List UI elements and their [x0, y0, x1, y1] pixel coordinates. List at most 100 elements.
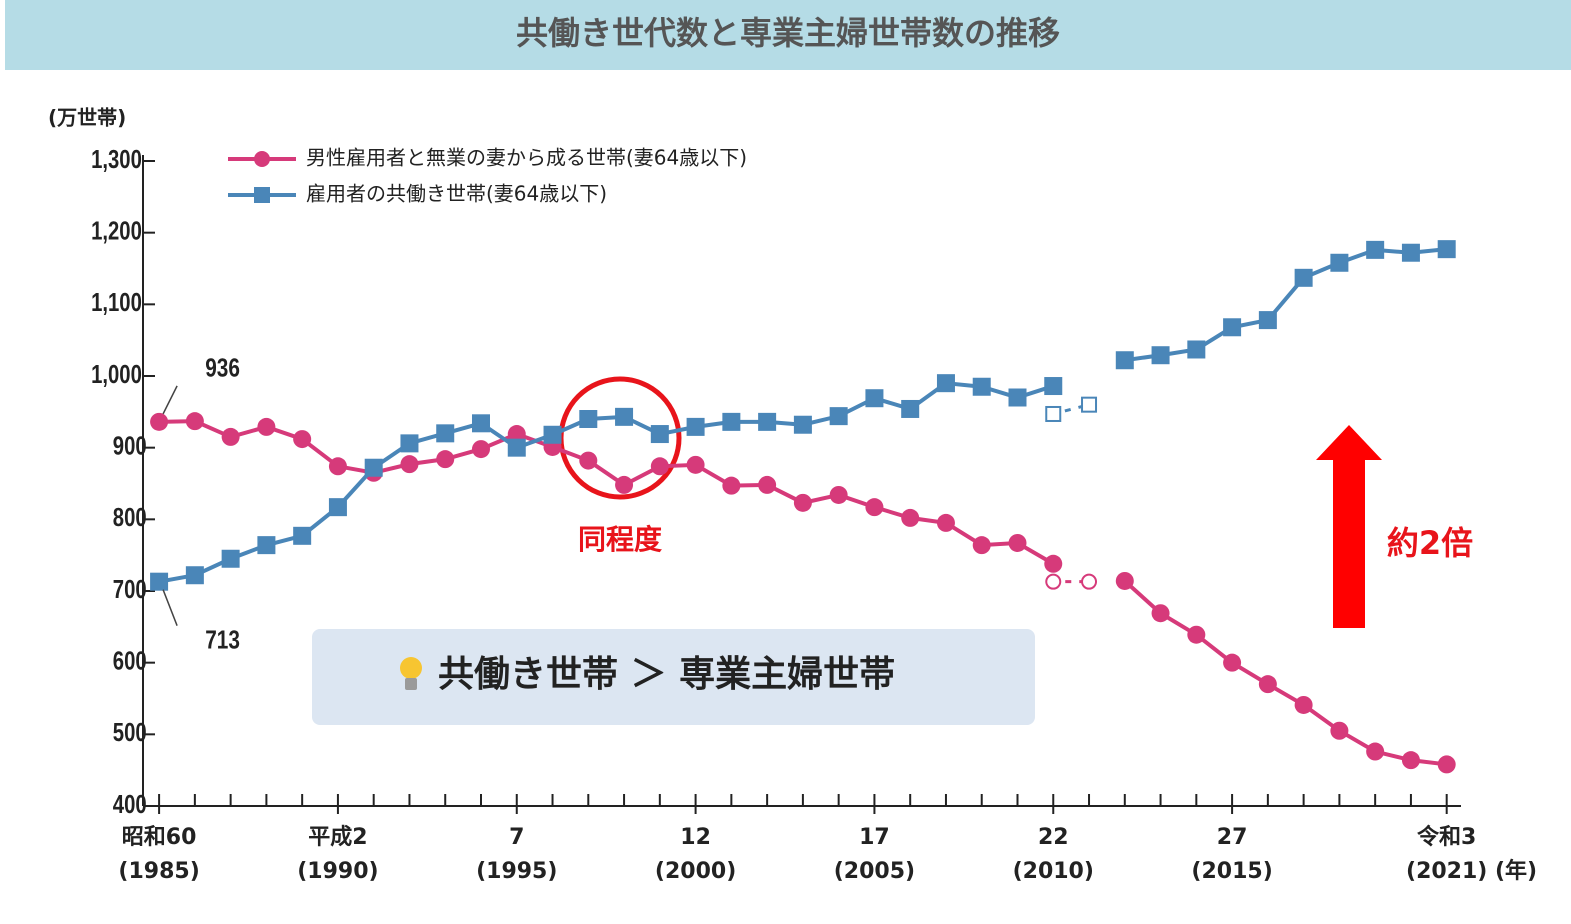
point: [936, 513, 955, 532]
point: [293, 526, 312, 545]
point: [901, 508, 920, 527]
point: [400, 434, 419, 453]
point: [686, 417, 705, 436]
point: [221, 549, 240, 568]
point: [471, 414, 490, 433]
x-tick-label: 12: [680, 825, 711, 850]
y-tick-label: 1,000: [91, 359, 142, 388]
x-tick-sublabel: (2021): [1406, 859, 1487, 884]
point: [1187, 340, 1206, 359]
data-label: 713: [205, 625, 240, 654]
point: [758, 412, 777, 431]
point: [615, 407, 634, 426]
point: [543, 425, 562, 444]
point: [1187, 625, 1206, 644]
point: [364, 458, 383, 477]
x-tick-sublabel: (1985): [118, 859, 199, 884]
x-tick-label: 7: [509, 825, 524, 850]
point: [865, 389, 884, 408]
point: [257, 417, 276, 436]
point: [650, 425, 669, 444]
point: [579, 410, 598, 428]
chart-title: 共働き世代数と専業主婦世帯数の推移: [516, 14, 1060, 52]
point: [1044, 377, 1063, 396]
point: [793, 415, 812, 434]
y-tick-label: 500: [113, 718, 147, 747]
title-banner: [5, 0, 1571, 70]
y-tick-label: 700: [113, 574, 147, 603]
point: [507, 425, 526, 444]
x-tick-sublabel: (2000): [655, 859, 736, 884]
point: [293, 430, 312, 449]
point: [829, 407, 848, 426]
x-tick-label: 昭和60: [122, 825, 197, 850]
point: [972, 536, 991, 555]
point: [1294, 695, 1313, 714]
y-tick-label: 1,300: [91, 144, 142, 173]
label-leader: [162, 589, 178, 626]
point: [1151, 604, 1170, 623]
y-tick-label: 400: [113, 789, 147, 818]
x-tick-sublabel: (1995): [476, 859, 557, 884]
point: [257, 536, 276, 555]
point: [1294, 268, 1313, 287]
legend-marker: [254, 151, 270, 167]
x-tick-sublabel: (2010): [1013, 859, 1094, 884]
x-tick-label: 17: [859, 825, 890, 850]
x-tick-label: 平成2: [308, 825, 367, 850]
x-axis-unit: (年): [1495, 858, 1537, 884]
point: [1258, 675, 1277, 694]
point: [328, 457, 347, 476]
point: [686, 455, 705, 474]
x-tick-sublabel: (1990): [297, 859, 378, 884]
point: [650, 457, 669, 476]
y-tick-label: 600: [113, 646, 147, 675]
point: [1008, 388, 1027, 407]
y-axis-label: (万世帯): [48, 106, 126, 130]
data-label: 936: [205, 354, 240, 383]
point: [1401, 751, 1420, 770]
point: [436, 424, 455, 443]
point: [1008, 533, 1027, 552]
point: [865, 498, 884, 517]
point: [722, 412, 741, 431]
point: [1401, 243, 1420, 262]
point: [936, 374, 955, 393]
point: [328, 498, 347, 517]
x-tick-sublabel: (2005): [834, 859, 915, 884]
point: [400, 455, 419, 474]
point: [793, 493, 812, 512]
y-tick-label: 1,100: [91, 288, 142, 317]
point: [1437, 240, 1456, 259]
y-tick-label: 900: [113, 431, 147, 460]
point: [1044, 554, 1063, 573]
hollow-point: [1081, 396, 1098, 413]
point: [1115, 351, 1134, 370]
point: [972, 377, 991, 396]
point: [829, 485, 848, 504]
point: [507, 438, 526, 457]
point: [1223, 318, 1242, 337]
point: [150, 572, 169, 591]
y-tick-label: 1,200: [91, 216, 142, 245]
x-tick-sublabel: (2015): [1191, 859, 1272, 884]
hollow-point: [1081, 573, 1098, 590]
x-tick-label: 27: [1217, 825, 1248, 850]
annotation-similar: 同程度: [578, 523, 662, 556]
y-tick-label: 800: [113, 503, 147, 532]
point: [185, 566, 204, 585]
point: [1330, 253, 1349, 272]
arrow-head: [1316, 425, 1382, 460]
callout-text: 共働き世帯 ＞ 専業主婦世帯: [438, 654, 895, 695]
point: [579, 451, 598, 470]
callout-box: [312, 629, 1035, 725]
annotation-ratio: 約2倍: [1387, 524, 1473, 562]
point: [758, 475, 777, 494]
point: [1366, 742, 1385, 761]
x-tick-label: 22: [1038, 825, 1069, 850]
point: [1151, 346, 1170, 365]
legend-marker: [254, 187, 270, 203]
point: [1115, 571, 1134, 590]
bulb-icon: [400, 657, 422, 690]
x-tick-label: 令和3: [1417, 824, 1476, 850]
